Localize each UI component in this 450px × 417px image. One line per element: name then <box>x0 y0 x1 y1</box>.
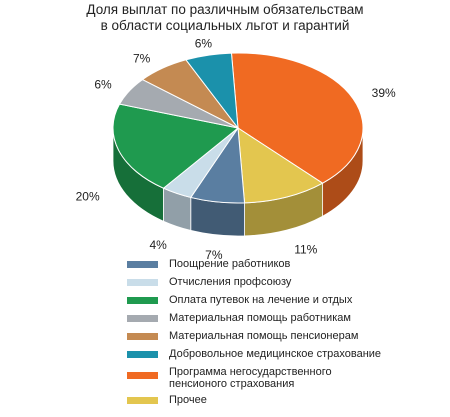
legend-label: Оплата путевок на лечение и отдых <box>169 294 352 306</box>
legend-label: Отчисления профсоюзу <box>169 276 291 288</box>
chart-title-line-2: в области социальных льгот и гарантий <box>100 18 350 33</box>
legend-label: Материальная помощь работникам <box>169 312 351 324</box>
pie-label-программа-негосударственного-пенсионого-страхования: 39% <box>372 86 396 100</box>
chart-title: Доля выплат по различным обязательствам … <box>0 2 450 34</box>
legend-label: Программа негосударственного пенсионого с… <box>169 366 332 390</box>
legend-label-line: Материальная помощь пенсионерам <box>169 330 359 342</box>
legend-label: Поощрение работников <box>169 258 290 270</box>
legend-label-line: Программа негосударственного <box>169 366 332 378</box>
legend-label-line: Отчисления профсоюзу <box>169 276 292 288</box>
pie-label-прочее: 11% <box>294 242 317 256</box>
legend-label-line: Поощрение работников <box>169 258 291 270</box>
legend-swatch <box>127 351 158 358</box>
legend-label: Материальная помощь пенсионерам <box>169 330 358 342</box>
pie-slice-программа-негосударственного-пенсионого-страхования <box>230 52 364 184</box>
legend-swatch <box>127 397 158 404</box>
legend-label: Добровольное медицинское страхование <box>169 348 381 360</box>
legend-label-line: Прочее <box>169 394 207 406</box>
pie-label-материальная-помощь-работникам: 6% <box>94 77 112 91</box>
legend-label-line: Оплата путевок на лечение и отдых <box>169 294 353 306</box>
legend-swatch <box>127 297 158 304</box>
pie-label-добровольное-медицинское-страхование: 6% <box>195 36 213 50</box>
legend-swatch <box>127 261 158 268</box>
legend-label-line: Материальная помощь работникам <box>169 312 351 324</box>
chart-title-line-1: Доля выплат по различным обязательствам <box>86 2 364 17</box>
pie-label-материальная-помощь-пенсионерам: 7% <box>133 51 151 65</box>
pie-label-поощрение-работников: 7% <box>205 248 223 262</box>
legend-label-line: Добровольное медицинское страхование <box>169 348 382 360</box>
pie-label-отчисления-профсоюзу: 4% <box>149 238 167 252</box>
pie-label-оплата-путевок-на-лечение-и-отдых: 20% <box>76 189 100 203</box>
legend-swatch <box>127 279 158 286</box>
legend-label-line: пенсионого страхования <box>169 378 295 390</box>
pie-slice-прочее <box>237 127 324 204</box>
legend-label: Прочее <box>169 394 207 406</box>
legend-swatch <box>127 315 158 322</box>
legend-swatch <box>127 372 158 379</box>
legend-swatch <box>127 333 158 340</box>
pie-slice-оплата-путевок-на-лечение-и-отдых <box>112 103 240 189</box>
pie-slice-добровольное-медицинское-страхование <box>185 52 239 130</box>
